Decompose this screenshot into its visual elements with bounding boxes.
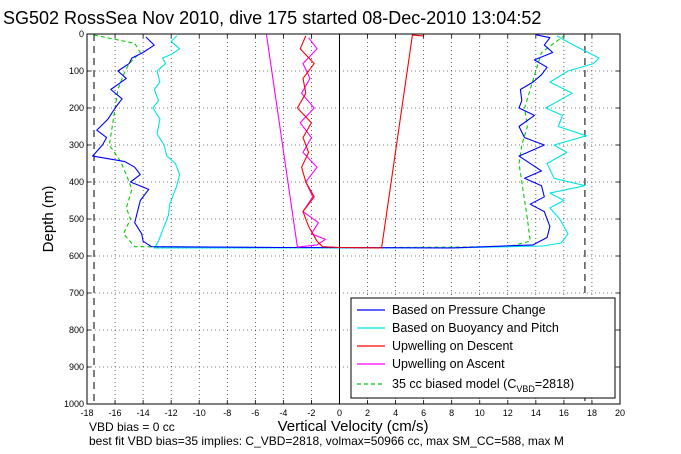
- x-tick-label: -14: [137, 408, 150, 418]
- x-tick-label: 2: [365, 408, 370, 418]
- x-tick-label: -8: [223, 408, 231, 418]
- y-tick-label: 600: [69, 251, 84, 261]
- x-tick-label: -12: [165, 408, 178, 418]
- series-line-3: [296, 34, 424, 249]
- y-tick-label: 0: [79, 29, 84, 39]
- y-tick-label: 700: [69, 288, 84, 298]
- legend-item: Upwelling on Ascent: [357, 357, 505, 371]
- x-tick-label: 4: [393, 408, 398, 418]
- legend-box: [350, 297, 616, 399]
- x-tick-labels: -18 -16 -14 -12 -10 -8 -6 -4 -2 0 2 4 6 8 10 12 14 16 18 20: [80, 408, 625, 418]
- x-tick-label: 6: [421, 408, 426, 418]
- series-line-5: [93, 34, 565, 249]
- legend-item-model: 35 cc biased model (CVBD=2818): [357, 377, 574, 394]
- legend-label: Based on Pressure Change: [392, 303, 546, 317]
- x-tick-label: -6: [251, 408, 259, 418]
- x-tick-label: -2: [307, 408, 315, 418]
- legend-item: Upwelling on Descent: [357, 339, 513, 353]
- y-tick-label: 800: [69, 325, 84, 335]
- x-tick-label: 18: [587, 408, 597, 418]
- legend-item: Based on Buoyancy and Pitch: [357, 321, 559, 335]
- legend-item: Based on Pressure Change: [357, 303, 546, 317]
- y-tick-label: 1000: [64, 399, 84, 409]
- x-tick-label: -10: [193, 408, 206, 418]
- y-tick-label: 400: [69, 177, 84, 187]
- x-tick-label: 16: [559, 408, 569, 418]
- x-tick-label: 14: [531, 408, 541, 418]
- legend: Based on Pressure Change Based on Buoyanc…: [350, 297, 616, 399]
- x-tick-label: 10: [475, 408, 485, 418]
- x-axis-label: Vertical Velocity (cm/s): [278, 418, 429, 435]
- x-tick-label: -18: [80, 408, 93, 418]
- chart-title: SG502 RossSea Nov 2010, dive 175 started…: [3, 8, 541, 28]
- legend-label: Upwelling on Descent: [392, 339, 513, 353]
- x-tick-label: -16: [109, 408, 122, 418]
- y-tick-label: 300: [69, 140, 84, 150]
- series-line-1: [92, 34, 554, 249]
- legend-label: Upwelling on Ascent: [392, 357, 505, 371]
- reference-lines: [93, 34, 586, 404]
- x-tick-label: 8: [449, 408, 454, 418]
- legend-label-model: 35 cc biased model (CVBD=2818): [392, 377, 574, 394]
- y-tick-labels: 0 100 200 300 400 500 600 700 800 900 1000: [64, 29, 84, 409]
- x-tick-label: -4: [279, 408, 287, 418]
- y-tick-label: 500: [69, 214, 84, 224]
- legend-label: Based on Buoyancy and Pitch: [392, 321, 559, 335]
- y-axis-label: Depth (m): [40, 186, 57, 253]
- best-fit-note: best fit VBD bias=35 implies: C_VBD=2818…: [89, 434, 564, 448]
- series-line-4: [265, 34, 326, 248]
- x-tick-label: 20: [615, 408, 625, 418]
- series-layer: [92, 34, 600, 249]
- y-tick-label: 200: [69, 103, 84, 113]
- vbd-bias-note: VBD bias = 0 cc: [89, 420, 175, 434]
- y-tick-label: 100: [69, 66, 84, 76]
- x-tick-label: 12: [503, 408, 513, 418]
- x-tick-label: 0: [337, 408, 342, 418]
- y-tick-label: 900: [69, 362, 84, 372]
